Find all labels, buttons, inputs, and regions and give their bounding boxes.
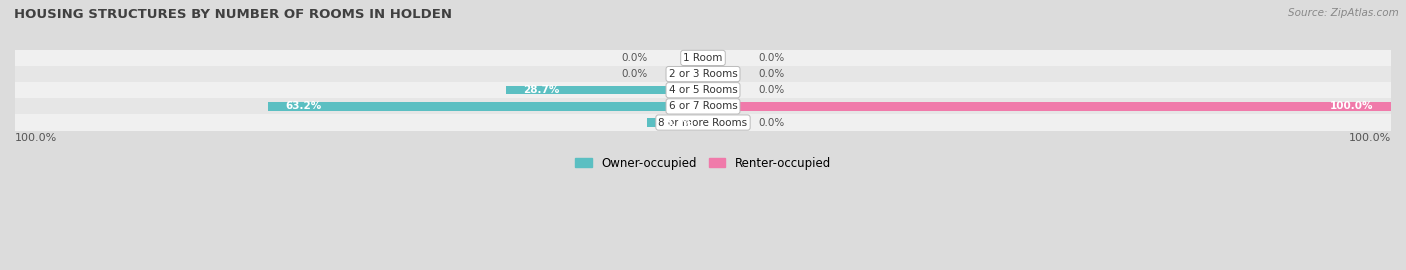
Text: 0.0%: 0.0% <box>758 69 785 79</box>
Text: 4 or 5 Rooms: 4 or 5 Rooms <box>669 85 737 95</box>
Text: 0.0%: 0.0% <box>758 85 785 95</box>
Text: 2 or 3 Rooms: 2 or 3 Rooms <box>669 69 737 79</box>
Text: 100.0%: 100.0% <box>1330 102 1374 112</box>
Text: 1 Room: 1 Room <box>683 53 723 63</box>
Text: 8.1%: 8.1% <box>665 117 693 127</box>
Bar <box>506 86 703 94</box>
Text: HOUSING STRUCTURES BY NUMBER OF ROOMS IN HOLDEN: HOUSING STRUCTURES BY NUMBER OF ROOMS IN… <box>14 8 453 21</box>
Legend: Owner-occupied, Renter-occupied: Owner-occupied, Renter-occupied <box>571 152 835 174</box>
Bar <box>703 102 1391 111</box>
Text: Source: ZipAtlas.com: Source: ZipAtlas.com <box>1288 8 1399 18</box>
Text: 0.0%: 0.0% <box>758 53 785 63</box>
Text: 100.0%: 100.0% <box>1348 133 1391 143</box>
Text: 0.0%: 0.0% <box>621 69 648 79</box>
Text: 8 or more Rooms: 8 or more Rooms <box>658 117 748 127</box>
Bar <box>15 114 1391 131</box>
Bar <box>15 98 1391 114</box>
Text: 28.7%: 28.7% <box>523 85 560 95</box>
Bar <box>15 50 1391 66</box>
Bar <box>269 102 703 111</box>
Text: 0.0%: 0.0% <box>758 117 785 127</box>
Text: 0.0%: 0.0% <box>621 53 648 63</box>
Bar <box>15 66 1391 82</box>
Bar <box>647 118 703 127</box>
Text: 63.2%: 63.2% <box>285 102 322 112</box>
Text: 100.0%: 100.0% <box>15 133 58 143</box>
Bar <box>15 82 1391 98</box>
Text: 6 or 7 Rooms: 6 or 7 Rooms <box>669 102 737 112</box>
